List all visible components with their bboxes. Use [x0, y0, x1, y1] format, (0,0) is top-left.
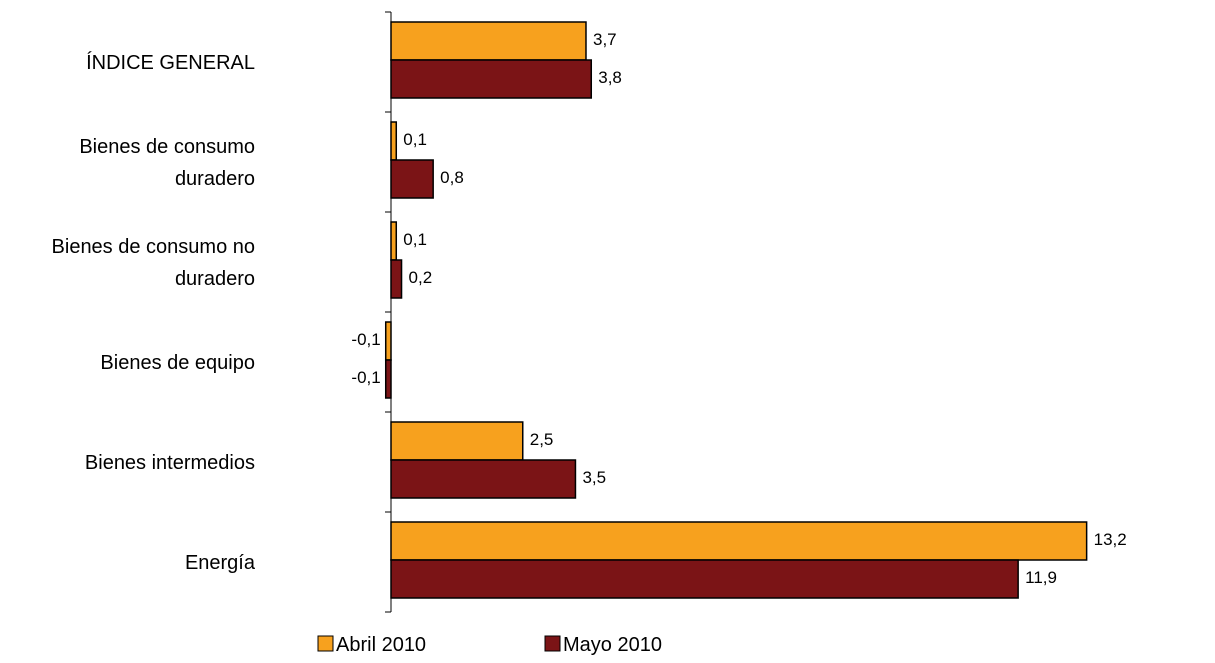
bar — [390, 221, 398, 261]
bar — [390, 21, 587, 61]
category-label-line: Bienes de consumo no — [52, 236, 255, 258]
category-label: Energía — [185, 552, 256, 574]
bar — [390, 459, 577, 499]
data-label: 0,2 — [409, 268, 433, 287]
bar — [390, 521, 1088, 561]
legend-swatch — [544, 635, 561, 652]
category-label-line: duradero — [175, 168, 255, 190]
legend-label: Mayo 2010 — [563, 634, 662, 656]
bar — [390, 159, 434, 199]
bar — [384, 359, 392, 399]
legend: Abril 2010 Mayo 2010 — [317, 634, 662, 656]
category-label-line: Energía — [185, 552, 256, 574]
legend-swatch — [317, 635, 334, 652]
category-label-line: Bienes de consumo — [79, 136, 255, 158]
data-label: 13,2 — [1094, 530, 1127, 549]
bar — [390, 421, 524, 461]
data-label: 11,9 — [1025, 568, 1057, 587]
data-label: 3,7 — [593, 30, 617, 49]
legend-label: Abril 2010 — [336, 634, 426, 656]
bar — [390, 121, 398, 161]
category-label-line: ÍNDICE GENERAL — [86, 51, 255, 74]
category-label-line: duradero — [175, 268, 255, 290]
data-label: -0,1 — [351, 368, 380, 387]
data-label: 2,5 — [530, 430, 554, 449]
data-label: -0,1 — [351, 330, 380, 349]
category-label-line: Bienes intermedios — [85, 452, 255, 474]
bar — [390, 559, 1019, 599]
category-label: Bienes intermedios — [85, 452, 255, 474]
category-label: Bienes de consumo duradero — [79, 136, 255, 190]
data-label: 0,1 — [403, 130, 427, 149]
bar — [390, 259, 403, 299]
category-label: Bienes de consumo no duradero — [52, 236, 255, 290]
category-label-line: Bienes de equipo — [100, 352, 255, 374]
bars-layer — [384, 21, 1088, 599]
data-label: 3,5 — [582, 468, 606, 487]
data-label: 0,8 — [440, 168, 464, 187]
bar — [384, 321, 392, 361]
data-label: 0,1 — [403, 230, 427, 249]
category-label: Bienes de equipo — [100, 352, 255, 374]
axis-layer — [385, 11, 392, 613]
category-label: ÍNDICE GENERAL — [86, 51, 255, 74]
bar — [390, 59, 593, 99]
data-label: 3,8 — [598, 68, 622, 87]
labels-layer: ÍNDICE GENERAL 3,7 3,8 Bienes de consumo dur… — [52, 30, 1127, 587]
